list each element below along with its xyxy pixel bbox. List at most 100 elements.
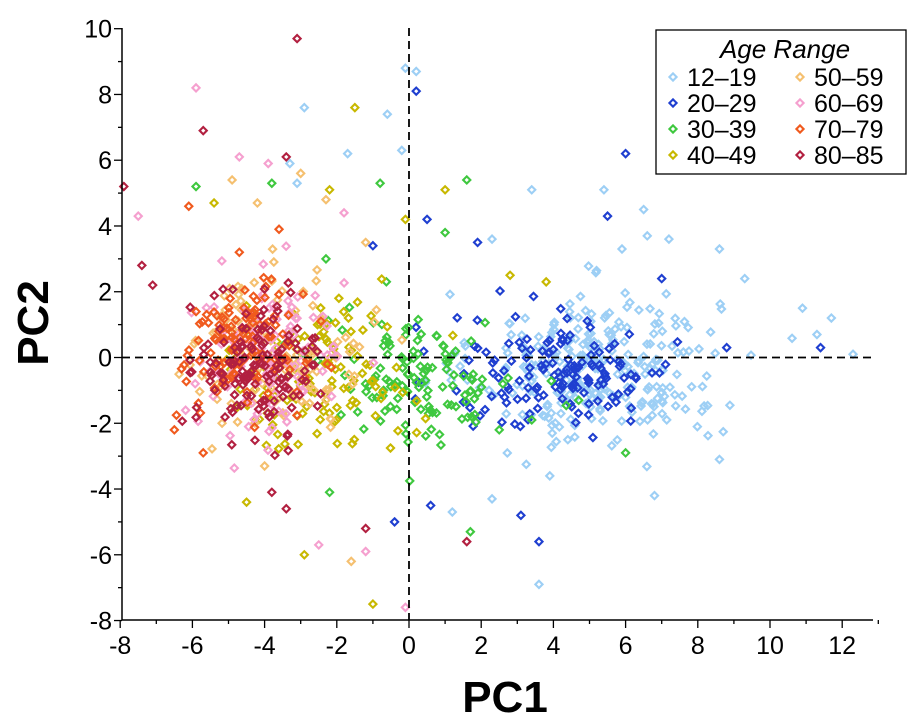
data-point [258, 304, 269, 315]
data-point [226, 439, 237, 450]
data-point [376, 273, 387, 285]
data-point [292, 371, 303, 382]
data-point [606, 440, 617, 451]
data-point [465, 385, 476, 396]
data-point [344, 302, 355, 313]
data-point [621, 322, 633, 333]
data-point [259, 283, 270, 295]
data-point [226, 345, 237, 356]
data-point [286, 302, 297, 313]
data-point [261, 371, 272, 382]
data-point [281, 503, 292, 514]
data-point [532, 403, 543, 414]
data-point [279, 438, 290, 450]
data-point [400, 420, 411, 431]
data-point [352, 297, 363, 308]
data-point [255, 310, 266, 322]
data-point [562, 313, 573, 324]
data-point [609, 338, 620, 349]
data-point [619, 372, 630, 384]
data-point [520, 393, 532, 404]
data-point [411, 427, 422, 438]
y-tick-label: 0 [98, 345, 112, 373]
data-point [205, 347, 216, 359]
data-point [564, 330, 576, 341]
data-point [472, 387, 484, 399]
legend-label: 80–85 [814, 142, 884, 170]
legend-item: 60–69 [794, 90, 884, 118]
data-point [656, 273, 667, 284]
data-point [444, 289, 456, 300]
data-point [458, 396, 469, 408]
data-point [346, 556, 357, 567]
legend-marker [794, 123, 806, 135]
data-point [326, 391, 337, 402]
data-point [302, 354, 313, 365]
data-point [209, 290, 220, 301]
data-point [661, 288, 672, 299]
data-point [206, 370, 217, 381]
data-point [670, 320, 681, 331]
data-point [246, 366, 257, 377]
y-tick-label: 10 [84, 16, 112, 44]
data-point [576, 357, 588, 368]
data-point [252, 197, 263, 209]
data-point [300, 376, 311, 387]
data-point [296, 395, 307, 406]
data-point [583, 398, 594, 409]
legend-box [655, 29, 907, 175]
data-point [326, 347, 338, 358]
data-point [281, 416, 292, 427]
data-point [585, 349, 597, 360]
data-point [258, 395, 269, 406]
data-point [502, 447, 513, 459]
data-point [136, 260, 147, 271]
data-point [583, 335, 594, 346]
data-point [180, 405, 191, 416]
data-point [225, 293, 236, 304]
data-point [571, 371, 582, 383]
data-point [550, 381, 561, 393]
data-point [381, 332, 392, 343]
data-point [577, 339, 589, 350]
data-point [338, 306, 349, 317]
data-point [321, 320, 333, 332]
data-point [516, 330, 527, 341]
data-point [677, 391, 688, 402]
data-point [367, 599, 378, 610]
data-point [186, 366, 197, 377]
data-point [301, 357, 312, 369]
data-point [410, 322, 422, 333]
data-point [582, 315, 593, 327]
data-point [281, 151, 292, 163]
y-tick-label: 2 [98, 279, 112, 307]
data-point [320, 253, 332, 264]
data-point [340, 332, 351, 343]
data-point [440, 227, 451, 238]
data-point [324, 184, 335, 195]
data-point [537, 345, 548, 357]
data-point [209, 384, 220, 396]
data-point [542, 337, 553, 348]
data-point [411, 86, 422, 97]
data-point [724, 400, 735, 411]
data-point [459, 390, 471, 401]
data-point [613, 389, 624, 400]
data-point [533, 341, 544, 352]
data-point [307, 341, 318, 352]
data-point [533, 579, 545, 590]
data-point [228, 368, 239, 379]
data-point [354, 341, 365, 353]
data-point [620, 148, 631, 159]
data-point [592, 395, 603, 407]
data-point [649, 490, 660, 501]
data-point [538, 343, 549, 354]
data-point [594, 347, 605, 358]
data-point [269, 450, 280, 461]
data-point [352, 406, 363, 418]
legend-label: 60–69 [814, 90, 884, 118]
legend-label: 50–59 [814, 64, 884, 92]
data-point [515, 510, 526, 521]
data-point [282, 371, 293, 382]
data-point [385, 401, 396, 412]
